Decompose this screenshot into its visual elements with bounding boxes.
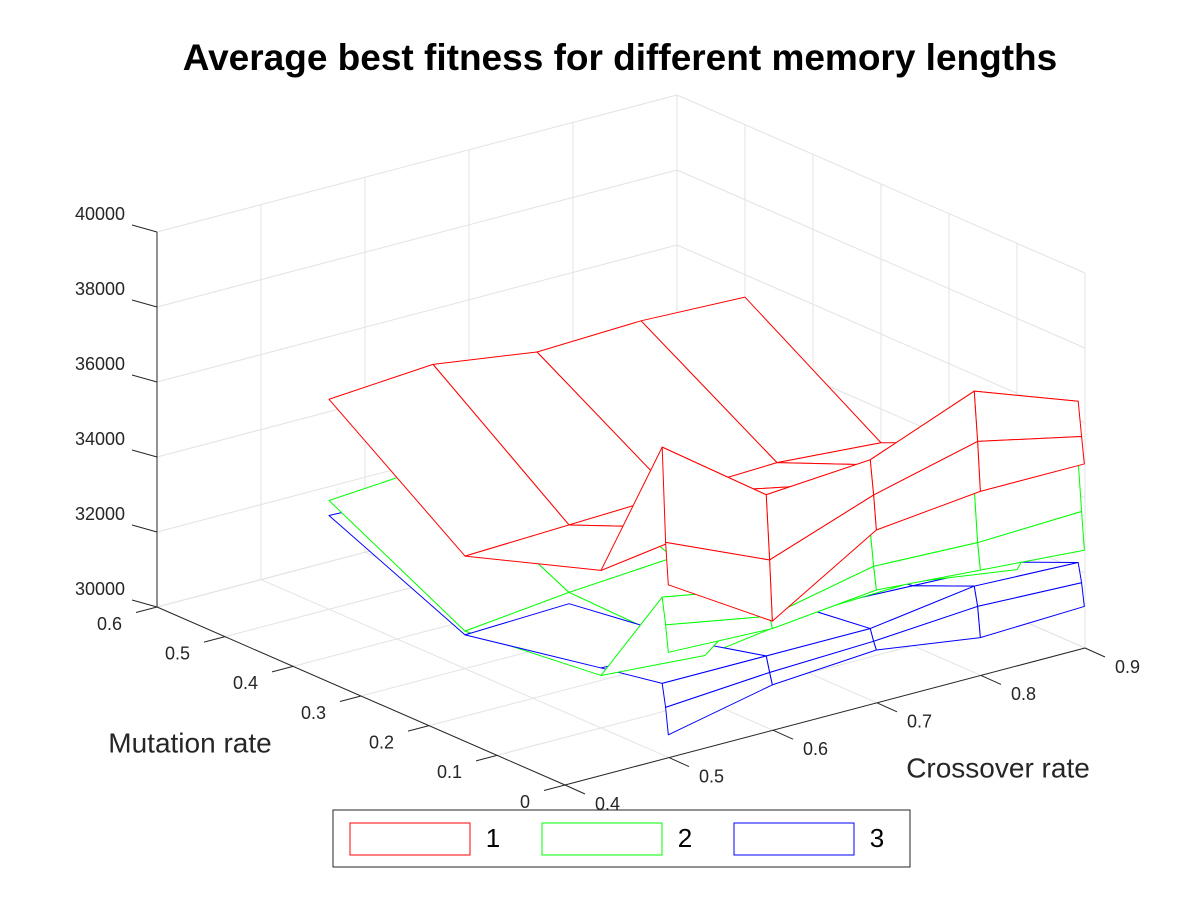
z-tick-label: 32000: [75, 504, 125, 524]
y-tick-label: 0.4: [233, 673, 258, 693]
grid-line: [676, 244, 1086, 424]
legend-label: 3: [870, 823, 884, 853]
x-axis-label: Crossover rate: [906, 752, 1090, 783]
z-tick-label: 30000: [75, 579, 125, 599]
x-tick-label: 0.7: [907, 712, 932, 732]
x-tick: [772, 729, 794, 740]
axes: 0.4 0.5 0.6 0.7 0.8 0.9 0 0.1 0.2 0.3 0.4 0.5 0.6 300…: [75, 204, 1140, 814]
chart-title: Average best fitness for different memor…: [183, 37, 1058, 78]
x-tick: [668, 757, 690, 768]
legend-swatch: [733, 822, 855, 856]
y-tick: [339, 695, 362, 702]
y-tick: [203, 636, 226, 643]
z-tick: [131, 374, 158, 383]
mesh-cell: [973, 390, 1083, 442]
x-tick-label: 0.9: [1115, 657, 1140, 677]
surfaces: [328, 296, 1085, 736]
y-tick-label: 0.3: [301, 703, 326, 723]
y-axis-label: Mutation rate: [108, 727, 271, 758]
z-tick-label: 36000: [75, 354, 125, 374]
z-tick: [131, 449, 158, 458]
y-tick-label: 0.1: [437, 762, 462, 782]
x-tick-label: 0.8: [1011, 684, 1036, 704]
y-tick: [407, 725, 430, 732]
x-tick: [1084, 647, 1106, 658]
mesh-cell: [665, 671, 773, 736]
z-tick: [131, 524, 158, 533]
legend-swatch: [349, 822, 471, 856]
y-tick: [135, 606, 158, 613]
z-tick-label: 38000: [75, 279, 125, 299]
grid-line: [156, 244, 678, 383]
y-tick: [543, 784, 566, 791]
legend-swatch: [541, 822, 663, 856]
z-tick: [131, 224, 158, 233]
grid-line: [676, 94, 1086, 274]
z-tick: [131, 599, 158, 608]
x-tick: [564, 784, 586, 795]
y-tick-label: 0: [520, 792, 530, 812]
y-tick-label: 0.5: [165, 643, 190, 663]
z-tick-label: 40000: [75, 204, 125, 224]
mesh-cell: [665, 541, 773, 622]
legend: 1 2 3: [332, 809, 911, 868]
legend-label: 1: [486, 823, 500, 853]
x-tick-label: 0.5: [699, 766, 724, 786]
grid-line: [156, 94, 678, 233]
y-tick-label: 0.2: [369, 732, 394, 752]
legend-label: 2: [678, 823, 692, 853]
y-tick: [475, 754, 498, 762]
z-tick-label: 34000: [75, 429, 125, 449]
x-axis: [564, 647, 1086, 786]
x-tick: [876, 702, 898, 713]
x-tick: [980, 674, 1002, 685]
y-tick: [271, 665, 294, 673]
grid-line: [676, 169, 1086, 349]
x-tick-label: 0.4: [595, 794, 620, 814]
grid-line: [156, 169, 678, 308]
x-tick-label: 0.6: [803, 739, 828, 759]
y-tick-label: 0.6: [97, 614, 122, 634]
z-tick: [131, 299, 158, 308]
